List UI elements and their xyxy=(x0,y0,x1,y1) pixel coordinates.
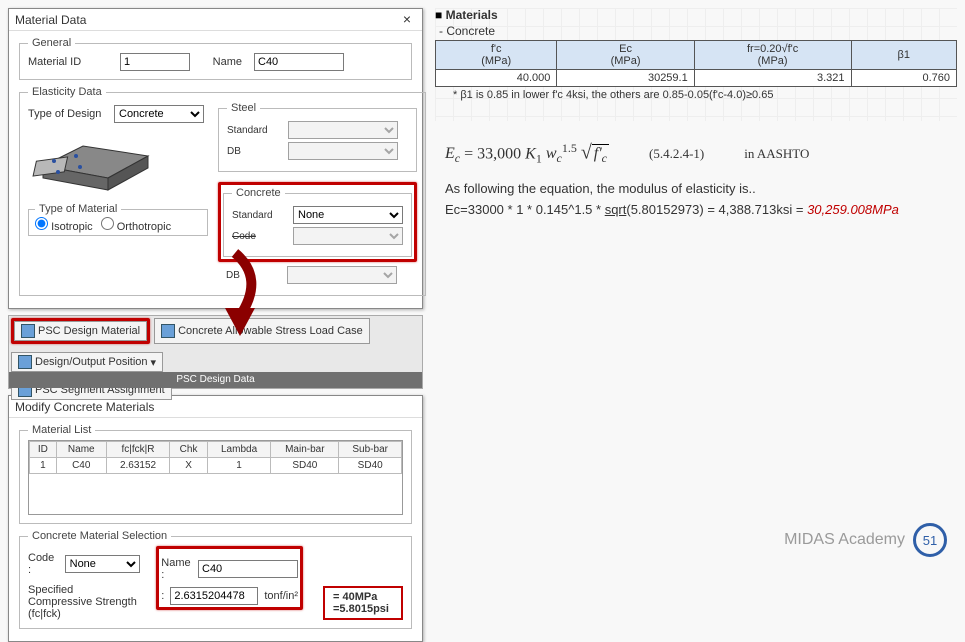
type-of-design-label: Type of Design xyxy=(28,108,108,120)
type-of-design-select[interactable]: Concrete xyxy=(114,105,204,123)
col-mainbar: Main-bar xyxy=(271,442,339,458)
concrete-standard-label: Standard xyxy=(232,210,287,221)
th-beta: β1 xyxy=(851,41,957,70)
elasticity-legend: Elasticity Data xyxy=(28,86,106,98)
beta-footnote: * β1 is 0.85 in lower f'c 4ksi, the othe… xyxy=(453,89,957,101)
material-data-title: Material Data xyxy=(15,9,398,31)
col-id: ID xyxy=(30,442,57,458)
concrete-selection-legend: Concrete Material Selection xyxy=(28,530,171,542)
sel-name-label: Name : xyxy=(161,557,192,581)
type-of-material-fieldset: Type of Material Isotropic Orthotropic xyxy=(28,203,208,236)
equation-row: Ec = 33,000 K1 wc1.5 √f'c (5.4.2.4-1) in… xyxy=(445,141,957,167)
arrow-icon xyxy=(200,248,270,338)
concrete-code-label: Code xyxy=(232,231,287,242)
col-chk: Chk xyxy=(170,442,208,458)
concrete-legend: Concrete xyxy=(232,187,285,199)
material-name-input[interactable] xyxy=(254,53,344,71)
materials-panel: Materials - Concrete f'c(MPa) Ec(MPa) fr… xyxy=(435,8,957,121)
equation-ref: (5.4.2.4-1) xyxy=(649,146,704,162)
concrete-db-select xyxy=(287,266,397,284)
col-subbar: Sub-bar xyxy=(339,442,402,458)
materials-header: Materials xyxy=(435,8,957,22)
strength-label: Specified Compressive Strength (fc|fck) xyxy=(28,584,140,620)
sel-name-input[interactable] xyxy=(198,560,298,578)
material-id-input[interactable] xyxy=(120,53,190,71)
th-fc: f'c(MPa) xyxy=(436,41,557,70)
material-id-label: Material ID xyxy=(28,56,108,68)
col-name: Name xyxy=(56,442,106,458)
materials-subheader: - Concrete xyxy=(439,24,957,38)
strength-unit: tonf/in² xyxy=(264,590,298,602)
modify-concrete-dialog: Modify Concrete Materials Material List … xyxy=(8,395,423,642)
th-fr: fr=0.20√f'c(MPa) xyxy=(694,41,851,70)
brand-footer: MIDAS Academy 51 xyxy=(784,523,947,557)
concrete-standard-select[interactable]: None xyxy=(293,206,403,224)
table-row[interactable]: 1 C40 2.63152 X 1 SD40 SD40 xyxy=(30,458,402,474)
orthotropic-option[interactable]: Orthotropic xyxy=(101,217,171,233)
type-of-material-legend: Type of Material xyxy=(35,203,121,215)
name-label: Name xyxy=(202,56,242,68)
concrete-selection-fieldset: Concrete Material Selection Code : None … xyxy=(19,530,412,629)
col-fc: fc|fck|R xyxy=(106,442,169,458)
brand-name: MIDAS Academy xyxy=(784,531,905,549)
material-data-titlebar: Material Data × xyxy=(9,9,422,31)
orthotropic-radio[interactable] xyxy=(101,217,114,230)
general-fieldset: General Material ID Name xyxy=(19,37,412,80)
steel-legend: Steel xyxy=(227,102,260,114)
steel-standard-label: Standard xyxy=(227,125,282,136)
code-label: Code : xyxy=(28,552,59,576)
concrete-fieldset: Concrete Standard None Code xyxy=(223,187,412,257)
name-strength-highlight: Name : : tonf/in² xyxy=(156,546,303,610)
code-select[interactable]: None xyxy=(65,555,141,573)
materials-table: f'c(MPa) Ec(MPa) fr=0.20√f'c(MPa) β1 40.… xyxy=(435,40,957,87)
tool-icon xyxy=(18,355,32,369)
steel-standard-select xyxy=(288,121,398,139)
beam-section-icon xyxy=(28,126,168,196)
steel-db-label: DB xyxy=(227,146,282,157)
strength-input[interactable] xyxy=(170,587,258,605)
steel-db-select xyxy=(288,142,398,160)
concrete-code-select xyxy=(293,227,403,245)
material-list-table: ID Name fc|fck|R Chk Lambda Main-bar Sub… xyxy=(29,441,402,474)
steel-fieldset: Steel Standard DB xyxy=(218,102,417,172)
explain-text: As following the equation, the modulus o… xyxy=(445,181,957,196)
tool-icon xyxy=(21,324,35,338)
general-legend: General xyxy=(28,37,75,49)
material-list-table-wrap[interactable]: ID Name fc|fck|R Chk Lambda Main-bar Sub… xyxy=(28,440,403,515)
page-number-badge: 51 xyxy=(913,523,947,557)
material-list-fieldset: Material List ID Name fc|fck|R Chk Lambd… xyxy=(19,424,412,524)
toolbar-band-label: PSC Design Data xyxy=(9,372,422,388)
table-row: 40.000 30259.1 3.321 0.760 xyxy=(436,70,957,87)
strength-colon: : xyxy=(161,590,164,602)
psc-design-material-button[interactable]: PSC Design Material xyxy=(14,321,147,341)
material-list-legend: Material List xyxy=(28,424,95,436)
col-lambda: Lambda xyxy=(207,442,270,458)
design-output-position-button[interactable]: Design/Output Position ▾ xyxy=(11,352,163,372)
tool-icon xyxy=(161,324,175,338)
psc-design-material-highlight: PSC Design Material xyxy=(11,318,150,344)
th-ec: Ec(MPa) xyxy=(557,41,694,70)
isotropic-radio[interactable] xyxy=(35,217,48,230)
equation-source: in AASHTO xyxy=(744,146,809,162)
close-icon[interactable]: × xyxy=(398,11,416,29)
calc-line: Ec=33000 * 1 * 0.145^1.5 * sqrt(5.801529… xyxy=(445,202,957,217)
equation-expr: Ec = 33,000 K1 wc1.5 √f'c xyxy=(445,141,609,167)
conversion-badge: = 40MPa =5.8015psi xyxy=(323,586,403,620)
isotropic-option[interactable]: Isotropic xyxy=(35,217,93,233)
